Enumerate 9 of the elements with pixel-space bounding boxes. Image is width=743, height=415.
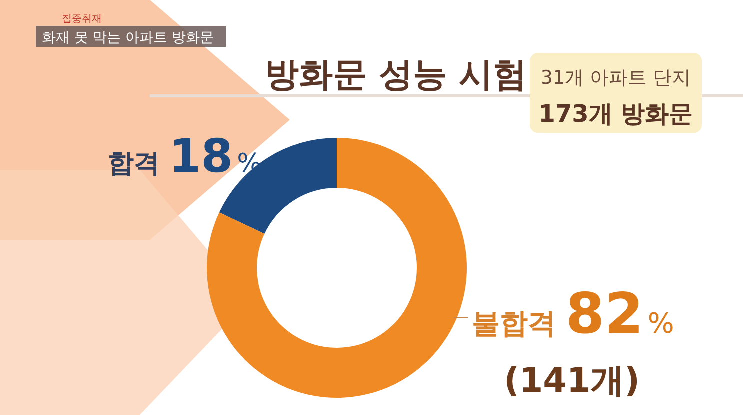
slice-label: 합격 — [108, 149, 170, 179]
chart-title: 방화문 성능 시험 — [265, 55, 527, 95]
slice-label: 불합격 — [472, 307, 566, 340]
text: (141개) — [504, 361, 640, 401]
text: 집중취재 — [62, 14, 102, 25]
data-label: 82% — [566, 282, 674, 347]
text: 화재 못 막는 아파트 방화문 — [42, 30, 214, 46]
chart-subtitle: 31개 아파트 단지 — [540, 67, 692, 89]
text: 173개 방화문 — [538, 100, 694, 128]
